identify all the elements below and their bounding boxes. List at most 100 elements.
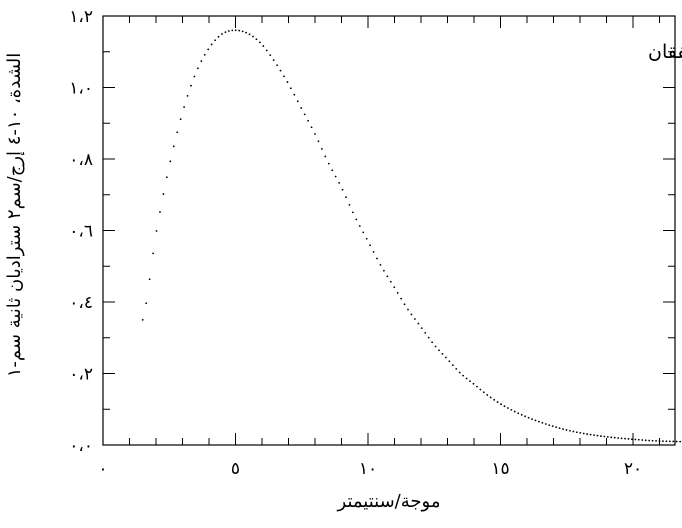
data-point [331,169,334,172]
data-point [262,45,265,47]
data-point [572,430,575,433]
data-point [289,87,292,90]
y-tick-label: ١،٢ [69,7,93,27]
data-point [365,237,368,240]
data-point [186,94,189,97]
data-point [327,162,330,165]
data-point [407,308,409,311]
data-point [214,39,216,42]
data-point [358,225,361,227]
x-tick-label: ٢٠ [624,459,642,479]
x-axis-label: موجة/سنتيمتر [337,491,441,512]
data-point [438,349,440,352]
data-point [148,278,151,281]
data-point [179,118,182,121]
data-point [462,374,465,377]
data-point [338,182,341,184]
data-point [624,437,626,440]
data-point [476,385,478,388]
data-point [431,341,434,344]
data-point [200,60,203,63]
data-point [544,423,547,425]
data-point [303,113,306,116]
data-point [351,211,354,214]
data-point [641,439,644,441]
data-point [207,48,210,51]
data-point [310,126,313,129]
data-point [510,408,513,411]
data-point [503,405,506,408]
data-point [196,67,199,70]
data-point [644,439,647,442]
data-point [417,322,420,325]
data-point [376,257,378,260]
data-point [548,424,551,427]
x-tick-label: ١٠ [359,459,377,479]
data-point [613,436,616,439]
data-point [472,382,475,385]
data-point [203,53,206,56]
data-point [507,407,509,409]
data-point [434,345,437,348]
data-point [396,292,399,294]
data-point [145,302,148,305]
x-tick-label: ٠ [98,459,107,479]
data-point [541,421,544,424]
data-point [520,413,523,416]
data-point [658,440,661,442]
data-point [531,418,533,421]
data-point [224,31,227,34]
data-point [513,410,516,413]
plot-frame [102,15,676,446]
data-point [579,431,582,434]
data-point [448,360,451,363]
data-point [569,429,571,432]
data-point [210,43,213,46]
data-point [575,431,578,434]
data-point [234,29,237,32]
data-point [410,313,413,316]
data-point [589,433,592,436]
data-point [627,438,630,440]
data-point [400,297,403,300]
data-point [562,428,564,430]
data-point [620,437,623,440]
data-point [379,263,382,266]
data-point [334,175,337,178]
data-point [555,426,558,429]
data-point [300,107,303,109]
data-point [648,439,651,442]
axis-ticks [103,16,675,445]
data-point [414,318,416,320]
data-point [141,318,144,321]
data-point [496,401,499,403]
data-point [500,403,502,406]
data-point [631,438,633,441]
data-point [451,364,454,366]
data-point [596,434,599,437]
data-point [655,440,657,442]
y-tick-label: ٠،٤ [69,293,93,313]
data-point [617,437,620,439]
data-point [314,133,316,135]
data-point [668,440,671,443]
data-point [603,435,606,438]
data-point [217,35,220,38]
data-point [606,436,609,438]
data-point [469,380,471,383]
data-point [479,388,482,391]
data-point [221,33,223,35]
data-point [582,432,585,435]
data-point [320,147,323,150]
data-point [427,336,430,339]
data-point [296,100,299,103]
data-point [383,269,385,272]
data-point [258,41,261,44]
data-point [489,396,492,399]
data-point [279,69,282,72]
data-point [593,434,595,437]
data-point [672,440,675,443]
data-point [341,188,344,191]
chart-annotation: النظرية والمشاهدات تتفقان [648,41,682,63]
